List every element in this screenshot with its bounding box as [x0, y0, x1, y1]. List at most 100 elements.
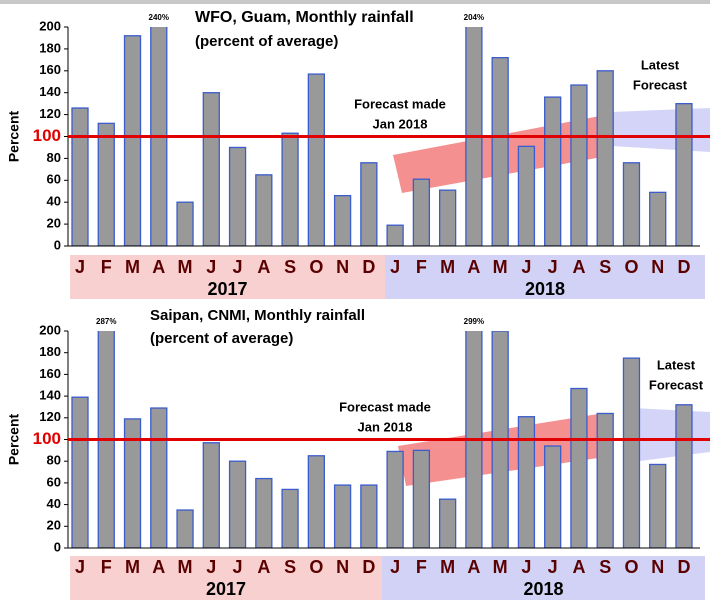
x-tick-label: M [125, 257, 140, 277]
value-label: 204% [464, 13, 484, 22]
bar [307, 455, 325, 548]
bar [412, 449, 431, 548]
y-tick-label: 40 [47, 496, 61, 511]
year-band [385, 255, 705, 299]
x-tick-label: S [284, 257, 296, 277]
x-tick-label: J [521, 557, 531, 577]
chart-subtitle: (percent of average) [195, 33, 338, 50]
y-tick-label: 200 [39, 18, 61, 33]
x-tick-label: M [440, 557, 455, 577]
bar [281, 132, 299, 246]
bar [675, 404, 693, 548]
bar [228, 460, 247, 548]
x-tick-label: N [336, 257, 349, 277]
y-tick-label: 0 [54, 539, 61, 554]
x-tick-label: F [416, 257, 427, 277]
x-tick-label: M [178, 257, 193, 277]
y-axis-label: Percent [6, 110, 22, 162]
x-tick-label: N [651, 257, 664, 277]
y-tick-label: 180 [39, 40, 61, 55]
x-tick-label: A [257, 557, 270, 577]
x-tick-label: D [362, 257, 375, 277]
bar [596, 70, 614, 246]
y-tick-label: 120 [39, 106, 61, 121]
x-tick-label: J [390, 557, 400, 577]
top-strip [0, 0, 710, 4]
bar [123, 418, 142, 548]
x-tick-label: M [493, 557, 508, 577]
bar [386, 450, 404, 548]
value-label: 299% [464, 317, 484, 326]
chart: WFO, Guam, Monthly rainfall (percent of a… [6, 9, 710, 299]
group-label: 2018 [525, 279, 565, 299]
y-tick-label: 60 [47, 172, 61, 187]
bar [150, 407, 168, 548]
bar [255, 174, 273, 246]
annotation: Latest [657, 357, 696, 372]
x-tick-label: A [152, 557, 165, 577]
x-tick-label: N [336, 557, 349, 577]
bar [491, 57, 509, 246]
x-tick-label: J [75, 557, 85, 577]
x-tick-label: J [521, 257, 531, 277]
bar [570, 387, 588, 548]
annotation: Jan 2018 [358, 419, 413, 434]
x-tick-label: J [548, 557, 558, 577]
y-axis-label: Percent [6, 413, 22, 465]
bar [202, 442, 220, 548]
bar [675, 103, 693, 246]
x-tick-label: A [572, 557, 585, 577]
bar [649, 463, 667, 548]
y-tick-label: 120 [39, 409, 61, 424]
chart-title: WFO, Guam, Monthly rainfall [195, 9, 414, 26]
bar [517, 416, 536, 548]
bar [123, 35, 142, 246]
x-tick-label: J [233, 257, 243, 277]
group-label: 2018 [523, 579, 563, 599]
x-tick-label: J [75, 257, 85, 277]
x-tick-label: J [390, 257, 400, 277]
x-tick-label: J [548, 257, 558, 277]
y-tick-label: 60 [47, 474, 61, 489]
bar [386, 224, 404, 246]
value-label: 240% [149, 13, 169, 22]
bar [570, 84, 588, 246]
bar [544, 445, 562, 548]
bar [517, 145, 536, 246]
y-tick-label: 0 [54, 237, 61, 252]
bar [438, 189, 457, 246]
year-band [382, 556, 705, 600]
bar [97, 122, 115, 246]
y-tick-label: 180 [39, 344, 61, 359]
group-label: 2017 [207, 279, 247, 299]
x-tick-label: F [101, 257, 112, 277]
x-tick-label: A [467, 257, 480, 277]
chart: Saipan, CNMI, Monthly rainfall (percent o… [6, 307, 710, 600]
annotation: Jan 2018 [373, 116, 428, 131]
x-tick-label: O [624, 257, 638, 277]
bar [176, 201, 194, 246]
y-tick-label: 80 [47, 150, 61, 165]
latest-forecast-band [632, 408, 710, 462]
bar [71, 396, 89, 548]
x-tick-label: M [125, 557, 140, 577]
x-tick-label: S [284, 557, 296, 577]
y-tick-label: 20 [47, 216, 61, 231]
bar [202, 92, 220, 246]
annotation: Forecast [649, 377, 704, 392]
y-tick-label: 20 [47, 518, 61, 533]
bar [596, 412, 614, 548]
bar [649, 191, 667, 246]
x-tick-label: A [572, 257, 585, 277]
bar [176, 509, 194, 548]
x-tick-label: D [677, 257, 690, 277]
y-tick-label: 160 [39, 366, 61, 381]
bar [281, 488, 299, 548]
chart-subtitle: (percent of average) [150, 330, 293, 347]
bars [71, 331, 693, 548]
y-tick-label: 140 [39, 84, 61, 99]
x-tick-label: M [178, 557, 193, 577]
y-tick-label: 140 [39, 388, 61, 403]
annotation: Forecast [633, 77, 688, 92]
y-tick-label: 160 [39, 62, 61, 77]
